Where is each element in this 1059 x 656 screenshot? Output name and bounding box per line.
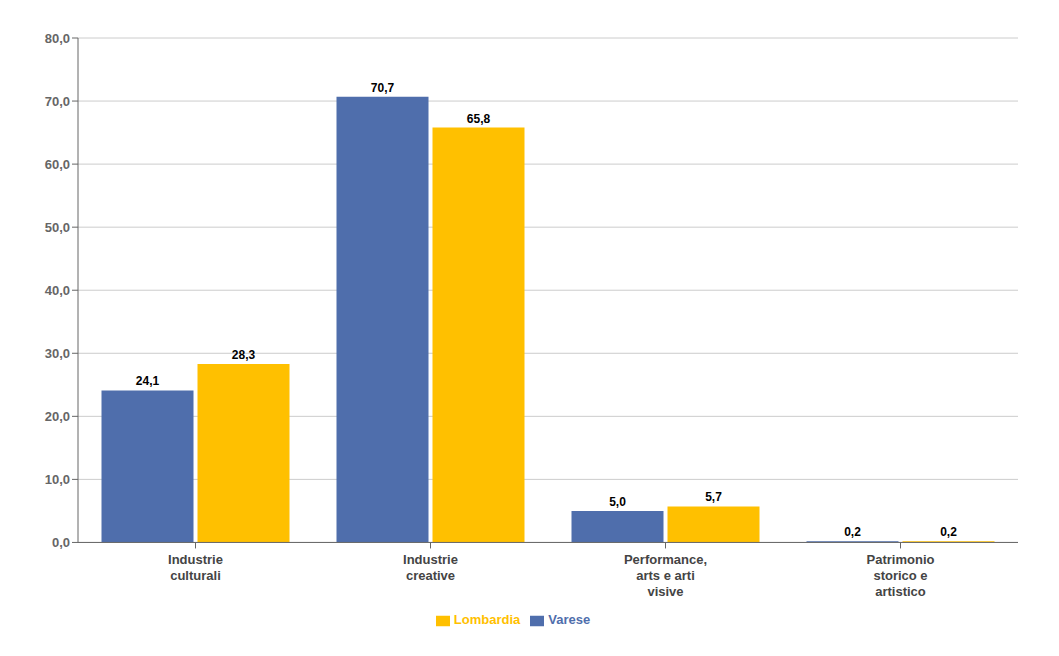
svg-text:0,0: 0,0 xyxy=(52,535,70,550)
html-text:Varese: Varese xyxy=(548,612,591,628)
svg-text:0,2: 0,2 xyxy=(844,525,861,539)
svg-text:65,8: 65,8 xyxy=(467,112,491,126)
svg-text:24,1: 24,1 xyxy=(136,374,160,388)
svg-text:Performance,arts e artivisive: Performance,arts e artivisive xyxy=(624,552,707,599)
svg-text:70,7: 70,7 xyxy=(371,81,395,95)
svg-text:Industriecreative: Industriecreative xyxy=(403,552,458,583)
svg-text:60,0: 60,0 xyxy=(45,157,70,172)
svg-text:30,0: 30,0 xyxy=(45,346,70,361)
svg-text:40,0: 40,0 xyxy=(45,283,70,298)
svg-text:5,7: 5,7 xyxy=(705,490,722,504)
svg-text:10,0: 10,0 xyxy=(45,472,70,487)
html-text:Lombardia: Lombardia xyxy=(453,612,521,628)
svg-text:5,0: 5,0 xyxy=(609,495,626,509)
svg-text:70,0: 70,0 xyxy=(45,94,70,109)
svg-text:0,2: 0,2 xyxy=(940,525,957,539)
svg-text:Patrimoniostorico eartistico: Patrimoniostorico eartistico xyxy=(867,552,935,599)
svg-text:50,0: 50,0 xyxy=(45,220,70,235)
svg-text:Industrieculturali: Industrieculturali xyxy=(168,552,223,583)
svg-text:20,0: 20,0 xyxy=(45,409,70,424)
svg-text:80,0: 80,0 xyxy=(45,31,70,46)
svg-text:28,3: 28,3 xyxy=(232,348,256,362)
